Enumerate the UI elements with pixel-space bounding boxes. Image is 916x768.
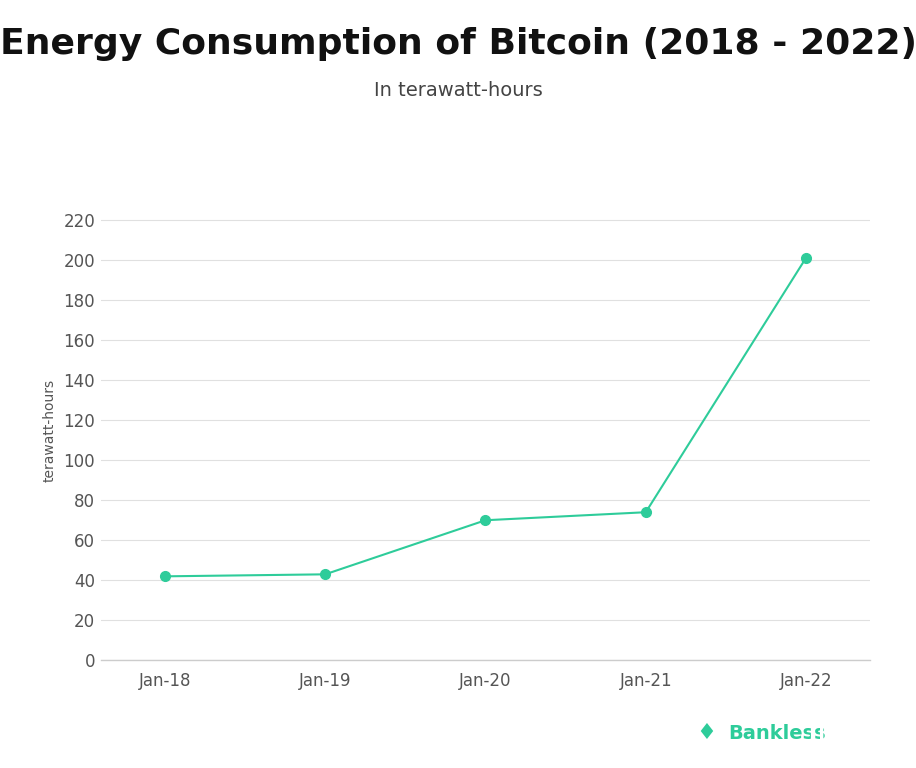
Text: ♦: ♦ (696, 723, 716, 743)
Text: Energy Consumption of Bitcoin (2018 - 2022): Energy Consumption of Bitcoin (2018 - 20… (0, 27, 916, 61)
Y-axis label: terawatt-hours: terawatt-hours (42, 379, 57, 482)
Text: In terawatt-hours: In terawatt-hours (374, 81, 542, 100)
Text: Times: Times (806, 724, 871, 743)
Text: Bankless: Bankless (728, 724, 826, 743)
